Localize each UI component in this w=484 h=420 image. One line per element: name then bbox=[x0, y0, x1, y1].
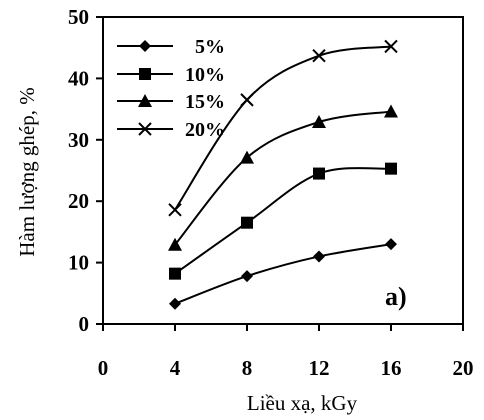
data-point bbox=[241, 217, 253, 229]
data-point bbox=[384, 105, 398, 118]
series-5pct bbox=[169, 238, 397, 310]
data-point bbox=[385, 238, 397, 250]
y-tick-label: 20 bbox=[68, 189, 89, 213]
series-line bbox=[175, 244, 391, 304]
legend-item: 15% bbox=[117, 91, 225, 113]
series-10pct bbox=[169, 163, 397, 280]
data-point bbox=[169, 268, 181, 280]
data-point bbox=[241, 270, 253, 282]
series-line bbox=[175, 168, 391, 274]
legend-label: 10% bbox=[185, 64, 225, 86]
x-tick-label: 16 bbox=[381, 356, 402, 380]
data-point bbox=[313, 250, 325, 262]
y-axis-title: Hàm lượng ghép, % bbox=[15, 87, 39, 256]
legend-label: 5% bbox=[195, 36, 225, 58]
data-point bbox=[313, 168, 325, 180]
legend-item: 20% bbox=[117, 119, 225, 141]
legend-label: 15% bbox=[185, 91, 225, 113]
x-tick-label: 20 bbox=[453, 356, 474, 380]
legend-item: 10% bbox=[117, 64, 225, 86]
legend-label: 20% bbox=[185, 119, 225, 141]
x-tick-label: 0 bbox=[98, 356, 109, 380]
data-point bbox=[385, 163, 397, 175]
data-point bbox=[241, 94, 253, 106]
y-tick-label: 30 bbox=[68, 128, 89, 152]
legend: 5% 10% 15% 20% bbox=[117, 36, 225, 141]
y-tick-label: 10 bbox=[68, 251, 89, 275]
x-tick-label: 12 bbox=[309, 356, 330, 380]
x-axis-title: Liều xạ, kGy bbox=[247, 391, 358, 415]
legend-marker bbox=[139, 68, 151, 80]
x-tick-label: 4 bbox=[170, 356, 181, 380]
axes: 0 10 20 30 40 50 0 4 8 12 16 20 bbox=[68, 5, 474, 380]
legend-marker bbox=[139, 40, 151, 52]
legend-item: 5% bbox=[117, 36, 225, 58]
data-point bbox=[313, 50, 325, 62]
data-point bbox=[169, 204, 181, 216]
data-point bbox=[169, 298, 181, 310]
panel-label: a) bbox=[385, 282, 407, 311]
x-tick-label: 8 bbox=[242, 356, 253, 380]
y-tick-label: 0 bbox=[79, 312, 90, 336]
y-tick-label: 50 bbox=[68, 5, 89, 29]
plot-frame bbox=[103, 17, 463, 324]
y-tick-label: 40 bbox=[68, 66, 89, 90]
